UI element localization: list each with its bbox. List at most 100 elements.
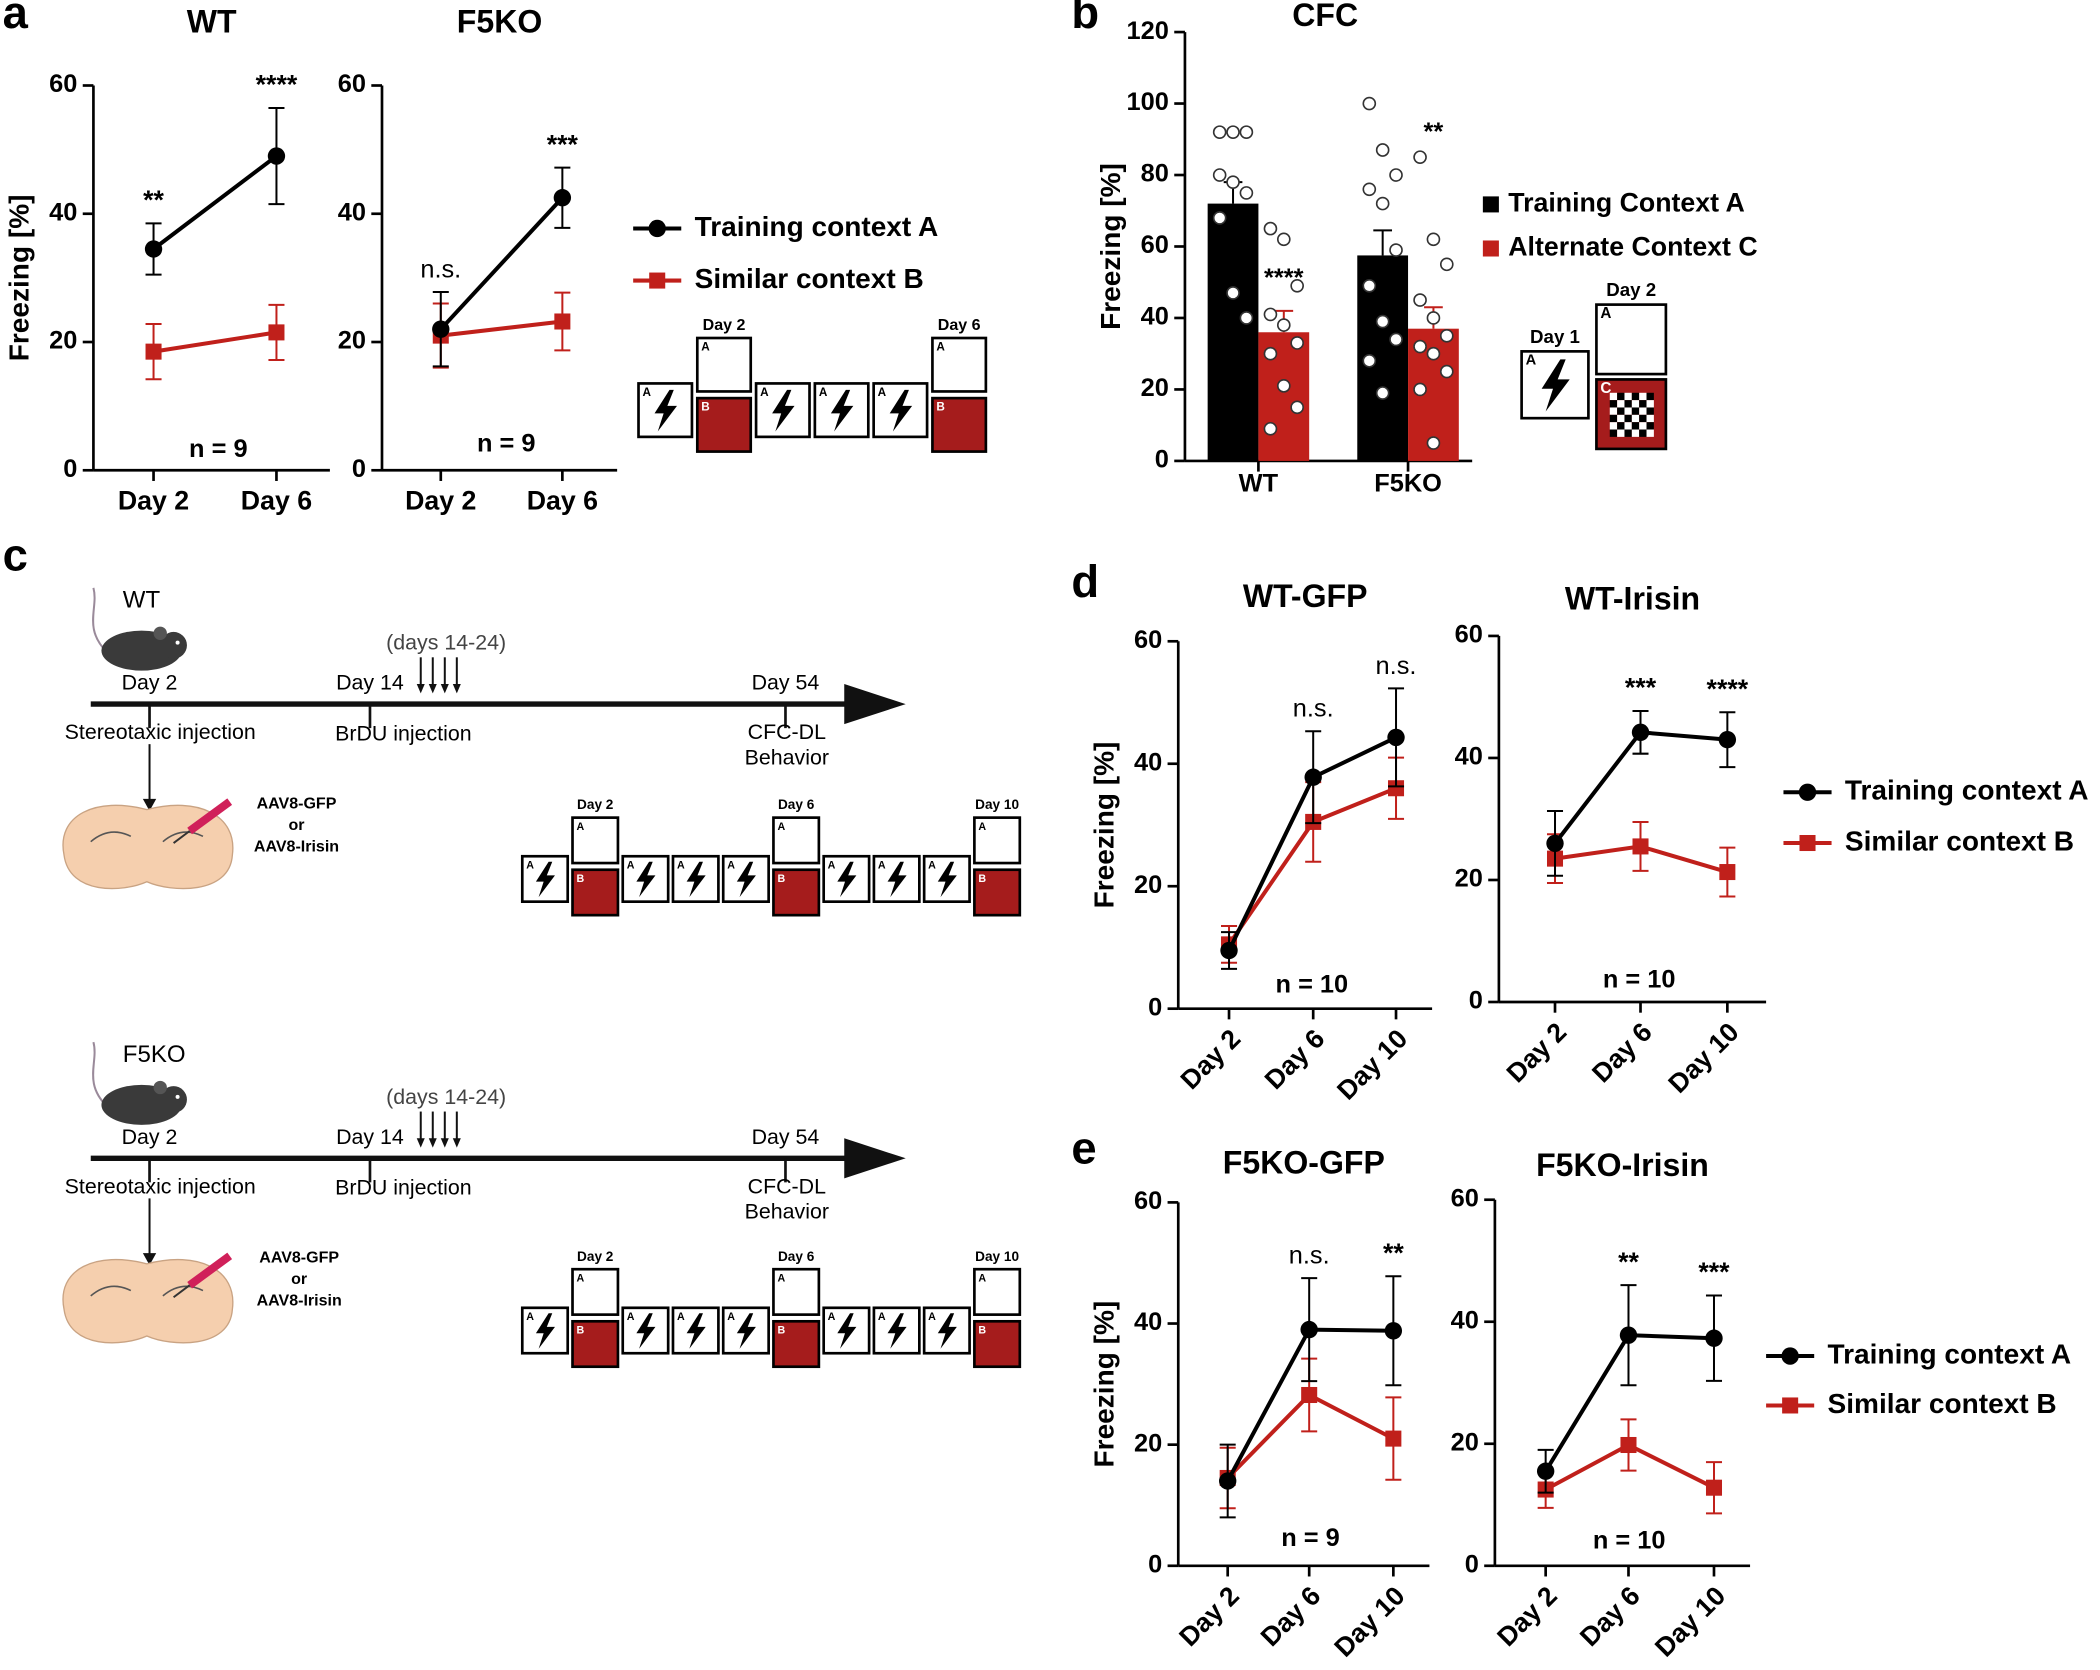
legend-marker: [1782, 1397, 1799, 1414]
data-point: [1375, 196, 1390, 211]
timepoint-label: Day 14: [336, 671, 404, 695]
context-box: [772, 1267, 821, 1316]
brain-hippocampus: [162, 1285, 204, 1297]
injection-arrowhead: [416, 1138, 425, 1148]
annotation: n.s.: [1289, 1241, 1330, 1269]
data-point: [1375, 143, 1390, 157]
data-point: [1362, 278, 1377, 293]
checker: [1631, 422, 1640, 430]
y-tick-label: 0: [63, 455, 77, 483]
day-label: Day 2: [577, 797, 614, 812]
context-letter: A: [727, 1311, 735, 1323]
data-point: [1290, 336, 1304, 350]
checker: [1639, 400, 1647, 408]
data-point: [1375, 386, 1390, 400]
context-box: [772, 816, 821, 865]
y-tick-label: 20: [1134, 871, 1162, 899]
marker: [145, 343, 162, 360]
x-tick-label: Day 6: [1574, 1581, 1646, 1653]
y-tick-label: 60: [1451, 1184, 1479, 1212]
day-label: Day 10: [975, 797, 1019, 812]
n-label: n = 9: [189, 435, 248, 463]
checker: [1646, 429, 1654, 437]
data-point: [1375, 314, 1390, 329]
annotation: **: [1383, 1238, 1404, 1268]
y-tick-label: 40: [1134, 748, 1162, 776]
data-point: [1239, 311, 1254, 325]
injection-arrowhead: [416, 684, 425, 694]
checker: [1617, 400, 1625, 408]
context-letter: A: [760, 386, 769, 399]
y-tick-label: 40: [1141, 303, 1169, 331]
data-point: [1239, 125, 1254, 139]
marker: [1631, 723, 1650, 742]
data-point: [1413, 382, 1427, 397]
context-letter: A: [1600, 305, 1611, 322]
legend-swatch: [1482, 240, 1499, 257]
vector-label: AAV8-GFP: [257, 795, 337, 813]
vector-label: or: [291, 1270, 307, 1288]
mouse-ear: [153, 626, 167, 640]
mouse-head: [160, 1086, 187, 1113]
n-label: n = 9: [477, 430, 536, 458]
n-label: n = 10: [1276, 971, 1349, 999]
brain-hippocampus: [90, 1285, 132, 1297]
day-label: Day 6: [778, 1249, 815, 1264]
shock-icon: [837, 1313, 857, 1349]
context-letter: A: [978, 821, 986, 833]
event-label: Behavior: [745, 1200, 829, 1224]
mouse-head: [160, 631, 187, 659]
chart-title: F5KO-GFP: [1223, 1144, 1385, 1180]
x-tick-label: WT: [1239, 470, 1279, 498]
annotation: n.s.: [420, 255, 461, 283]
legend-marker: [649, 272, 666, 289]
annotation: ****: [1707, 674, 1749, 704]
brain-hippocampus: [162, 831, 204, 843]
y-axis-label: Freezing [%]: [1089, 742, 1120, 909]
bar: [1207, 203, 1259, 461]
context-box: [695, 336, 753, 393]
checker: [1639, 414, 1647, 423]
mouse-ear: [153, 1080, 167, 1095]
data-point: [1389, 168, 1403, 182]
panel-label: a: [3, 0, 29, 38]
mouse-eye: [175, 1094, 180, 1099]
vector-label: AAV8-Irisin: [257, 1291, 342, 1309]
checker: [1639, 407, 1647, 415]
checker: [1624, 422, 1632, 430]
y-tick-label: 40: [1455, 743, 1483, 771]
x-tick-label: Day 2: [405, 485, 476, 515]
shock-icon: [686, 1313, 706, 1349]
context-box: [772, 1319, 821, 1369]
context-letter: A: [777, 1272, 785, 1284]
legend-marker: [1798, 783, 1817, 801]
marker: [1220, 941, 1238, 960]
y-tick-label: 20: [1134, 1429, 1162, 1457]
checker: [1631, 392, 1640, 401]
context-letter: A: [627, 859, 635, 871]
x-tick-label: Day 6: [1255, 1581, 1327, 1653]
day-label: Day 1: [1530, 326, 1580, 347]
data-point: [1212, 211, 1227, 225]
context-box: [571, 1319, 620, 1369]
context-letter: A: [928, 1311, 936, 1323]
event-label: Stereotaxic injection: [65, 720, 256, 744]
checker: [1631, 400, 1640, 408]
checker: [1624, 407, 1632, 415]
y-tick-label: 20: [1141, 374, 1169, 402]
checker: [1646, 407, 1654, 415]
y-axis-label: Freezing [%]: [4, 195, 35, 362]
context-letter: A: [627, 1311, 635, 1323]
injection-range: (days 14-24): [386, 631, 506, 655]
series-line: [439, 196, 564, 331]
context-letter: B: [777, 1324, 785, 1336]
context-letter: B: [777, 873, 785, 885]
n-label: n = 10: [1603, 965, 1676, 993]
x-tick-label: Day 6: [1259, 1023, 1331, 1095]
y-axis-label: Freezing [%]: [1089, 1301, 1120, 1468]
shock-icon: [937, 1313, 957, 1349]
shock-icon: [837, 861, 857, 898]
legend-label: Alternate Context C: [1508, 232, 1757, 262]
marker: [1620, 1436, 1637, 1454]
context-letter: A: [878, 859, 886, 871]
